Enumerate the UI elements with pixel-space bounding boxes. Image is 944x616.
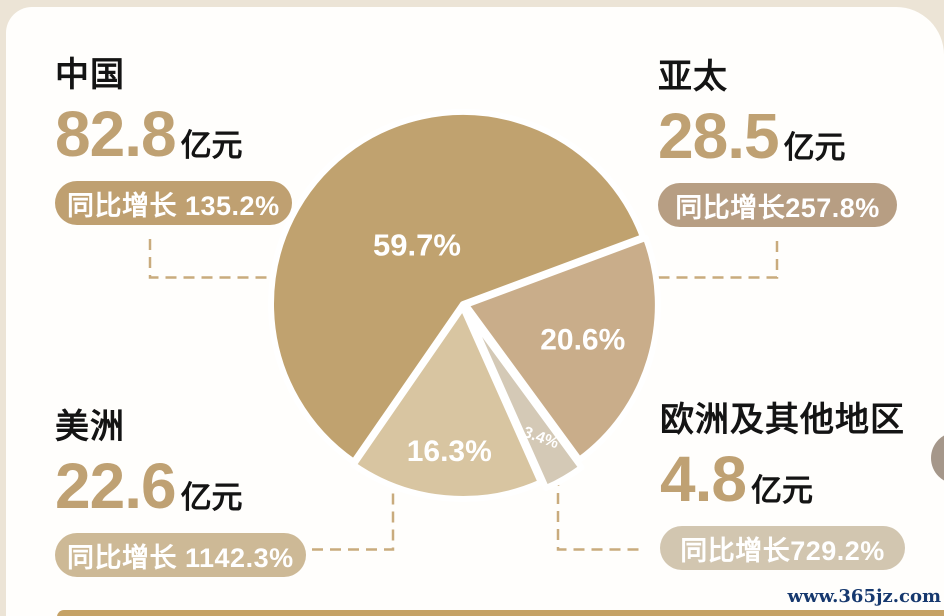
region-value: 4.8 (660, 443, 747, 515)
pie-slice-label: 59.7% (373, 227, 461, 262)
region-unit: 亿元 (180, 128, 243, 163)
side-dot-decoration (931, 432, 944, 484)
growth-badge: 同比增长257.8% (658, 183, 897, 227)
pie-slice (465, 309, 585, 492)
pie-slices (268, 109, 661, 502)
region-title: 欧洲及其他地区 (660, 401, 905, 439)
region-value: 22.6 (55, 450, 177, 522)
region-unit: 亿元 (750, 473, 813, 508)
connector-europe (556, 475, 645, 551)
pie-slice (462, 234, 661, 463)
region-figure: 22.6 亿元 (55, 454, 306, 518)
region-unit: 亿元 (783, 130, 846, 165)
region-block-china: 中国 82.8 亿元 同比增长 135.2% (55, 58, 292, 225)
connector-apac (658, 241, 779, 279)
region-title: 美洲 (55, 408, 125, 446)
region-figure: 28.5 亿元 (658, 104, 897, 168)
pie-slice-label: 20.6% (540, 323, 625, 356)
region-figure: 4.8 亿元 (660, 447, 905, 511)
pie-slice-label: 16.3% (407, 435, 492, 468)
region-title: 亚太 (658, 58, 728, 96)
region-title: 中国 (55, 56, 125, 94)
region-unit: 亿元 (180, 480, 243, 515)
watermark: www.365jz.com (787, 586, 941, 607)
pie-labels: 20.6%3.4%16.3%59.7% (373, 227, 625, 468)
pie-slice (268, 109, 646, 465)
growth-badge: 同比增长 1142.3% (55, 533, 306, 577)
region-block-americas: 美洲 22.6 亿元 同比增长 1142.3% (55, 410, 306, 577)
region-block-europe: 欧洲及其他地区 4.8 亿元 同比增长729.2% (660, 403, 905, 570)
pie-slice (350, 303, 544, 502)
bottom-band-decoration (57, 610, 944, 616)
region-value: 82.8 (55, 98, 177, 170)
growth-badge: 同比增长 135.2% (55, 181, 292, 225)
region-value: 28.5 (658, 100, 780, 172)
region-figure: 82.8 亿元 (55, 102, 292, 166)
connector-china (148, 239, 272, 279)
connectors (148, 239, 779, 551)
region-block-apac: 亚太 28.5 亿元 同比增长257.8% (658, 60, 897, 227)
connector-americas (312, 488, 395, 551)
growth-badge: 同比增长729.2% (660, 526, 905, 570)
